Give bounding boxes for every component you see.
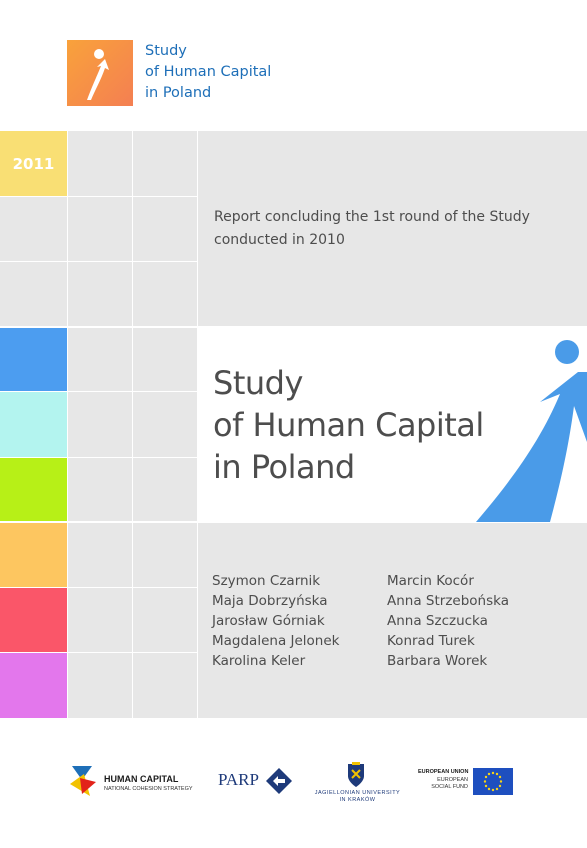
author-name: Magdalena Jelonek	[212, 633, 340, 649]
report-subtitle-line: conducted in 2010	[214, 232, 345, 248]
authors-right-column: Marcin Kocór Anna Strzebońska Anna Szczu…	[387, 571, 509, 671]
human-figure-arrow-icon	[476, 340, 587, 522]
year-badge: 2011	[0, 131, 67, 196]
report-subtitle: Report concluding the 1st round of the S…	[214, 206, 574, 252]
color-stripe-blue	[0, 328, 67, 391]
author-name: Maja Dobrzyńska	[212, 593, 328, 609]
main-title: Study of Human Capital in Poland	[213, 362, 484, 488]
grid-cell	[68, 131, 132, 196]
main-title-line: Study	[213, 364, 303, 402]
author-name: Anna Strzebońska	[387, 593, 509, 609]
eu-title: EUROPEAN UNION	[418, 769, 469, 775]
human-figure-arrow-icon	[87, 49, 109, 100]
author-name: Karolina Keler	[212, 653, 306, 669]
author-name: Anna Szczucka	[387, 613, 488, 629]
header-title-line: of Human Capital	[145, 64, 272, 80]
grid-cell	[68, 653, 132, 718]
human-capital-title: HUMAN CAPITAL	[104, 774, 179, 784]
grid-cell	[68, 328, 132, 391]
grid-cell	[68, 588, 132, 652]
color-stripe-cyan	[0, 392, 67, 457]
university-name: JAGIELLONIAN UNIVERSITY	[314, 790, 401, 796]
author-name: Jarosław Górniak	[212, 613, 325, 629]
header-title: Study of Human Capital in Poland	[145, 41, 271, 104]
color-stripe-red	[0, 588, 67, 652]
grid-cell	[68, 523, 132, 587]
grid-cell	[133, 458, 197, 521]
grid-cell	[133, 197, 197, 261]
parp-logo: PARP	[218, 768, 298, 794]
eu-logo: EUROPEAN UNION EUROPEAN SOCIAL FUND	[418, 768, 518, 798]
main-title-line: of Human Capital	[213, 406, 484, 444]
authors-panel	[198, 523, 587, 718]
report-subtitle-line: Report concluding the 1st round of the S…	[214, 209, 530, 225]
grid-cell	[68, 262, 132, 326]
grid-cell	[133, 262, 197, 326]
university-city: IN KRAKÓW	[339, 797, 376, 803]
grid-cell	[0, 197, 67, 261]
grid-cell	[68, 392, 132, 457]
university-crest-icon	[348, 762, 364, 787]
human-capital-logo: HUMAN CAPITAL NATIONAL COHESION STRATEGY	[68, 760, 208, 800]
header-title-line: Study	[145, 43, 187, 59]
study-logo	[67, 40, 133, 106]
color-stripe-lime	[0, 458, 67, 521]
grid-cell	[133, 131, 197, 196]
grid-cell	[133, 523, 197, 587]
author-name: Szymon Czarnik	[212, 573, 321, 589]
grid-cell	[0, 262, 67, 326]
author-name: Barbara Worek	[387, 653, 488, 669]
grid-cell	[133, 392, 197, 457]
author-name: Marcin Kocór	[387, 573, 474, 589]
human-capital-subtitle: NATIONAL COHESION STRATEGY	[104, 786, 193, 792]
parp-arrows-icon	[266, 768, 292, 794]
eu-flag-icon	[473, 768, 513, 795]
grid-cell	[133, 328, 197, 391]
report-panel	[198, 131, 587, 326]
main-title-line: in Poland	[213, 448, 355, 486]
color-stripe-orange	[0, 523, 67, 587]
eu-fund-line: EUROPEAN	[437, 777, 468, 783]
author-name: Konrad Turek	[387, 633, 475, 649]
authors-left-column: Szymon Czarnik Maja Dobrzyńska Jarosław …	[212, 571, 340, 671]
grid-cell	[68, 197, 132, 261]
grid-cell	[68, 458, 132, 521]
human-capital-emblem-icon	[70, 766, 96, 796]
grid-cell	[133, 653, 197, 718]
jagiellonian-university-logo: JAGIELLONIAN UNIVERSITY IN KRAKÓW	[310, 762, 405, 804]
grid-cell	[133, 588, 197, 652]
header-title-line: in Poland	[145, 85, 212, 101]
parp-text: PARP	[218, 770, 259, 789]
eu-fund-line: SOCIAL FUND	[431, 784, 468, 790]
color-stripe-violet	[0, 653, 67, 718]
